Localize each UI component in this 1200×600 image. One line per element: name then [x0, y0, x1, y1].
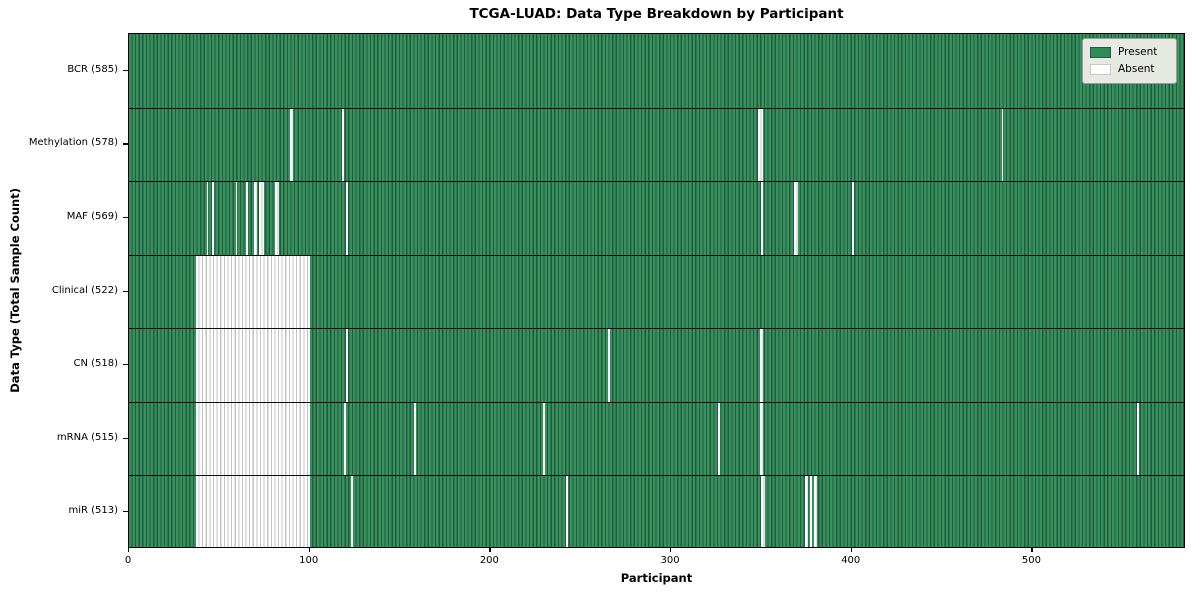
- absent-stripe: [253, 182, 258, 255]
- xtick-mark: [489, 548, 491, 552]
- ytick-mark: [123, 437, 128, 439]
- row-band-mir: [129, 475, 1184, 547]
- absent-stripe: [345, 182, 348, 255]
- ytick-label-methylation: Methylation (578): [28, 137, 118, 149]
- xtick-label-0: 0: [124, 555, 132, 566]
- row-band-clinical: [129, 254, 1184, 329]
- absent-stripe: [275, 182, 279, 255]
- absent-stripe: [259, 182, 265, 255]
- xtick-mark: [1031, 548, 1033, 552]
- legend-label-absent: Absent: [1118, 63, 1155, 75]
- absent-stripe: [206, 182, 209, 255]
- absent-stripe: [342, 108, 344, 182]
- ytick-mark: [123, 290, 128, 292]
- ytick-mark: [123, 511, 128, 513]
- xtick-mark: [850, 548, 852, 552]
- ytick-mark: [123, 364, 128, 366]
- xtick-label-400: 400: [841, 555, 861, 566]
- legend: Present Absent: [1082, 38, 1177, 84]
- absent-stripe: [761, 476, 765, 547]
- absent-swatch-icon: [1090, 64, 1111, 75]
- ytick-label-cn: CN (518): [73, 358, 118, 370]
- absent-stripe: [718, 402, 720, 476]
- xtick-mark: [308, 548, 310, 552]
- legend-item-absent: Absent: [1090, 61, 1169, 78]
- row-band-methylation: [129, 107, 1184, 182]
- ytick-mark: [123, 143, 128, 145]
- absent-stripe: [195, 476, 310, 547]
- absent-stripe: [761, 182, 764, 255]
- present-swatch-icon: [1090, 47, 1111, 58]
- absent-stripe: [851, 182, 854, 255]
- row-band-bcr: [129, 34, 1184, 108]
- absent-stripe: [566, 476, 569, 547]
- absent-stripe: [345, 329, 348, 402]
- ytick-label-maf: MAF (569): [66, 210, 118, 222]
- chart-title: TCGA-LUAD: Data Type Breakdown by Partic…: [469, 6, 844, 22]
- xtick-label-300: 300: [660, 555, 680, 566]
- absent-stripe: [757, 108, 764, 182]
- x-axis-label: Participant: [620, 571, 693, 585]
- absent-stripe: [414, 402, 417, 476]
- absent-stripe: [1137, 402, 1139, 476]
- absent-stripe: [759, 329, 764, 402]
- absent-stripe: [607, 329, 610, 402]
- xtick-mark: [670, 548, 672, 552]
- ytick-label-mrna: mRNA (515): [56, 431, 118, 443]
- absent-stripe: [804, 476, 809, 547]
- ytick-label-mir: miR (513): [68, 505, 118, 517]
- ytick-label-clinical: Clinical (522): [51, 284, 118, 296]
- absent-stripe: [195, 402, 310, 476]
- legend-label-present: Present: [1118, 46, 1158, 58]
- plot-area: [128, 33, 1185, 548]
- absent-stripe: [195, 329, 310, 402]
- absent-stripe: [1001, 108, 1004, 182]
- absent-stripe: [195, 255, 310, 329]
- ytick-label-bcr: BCR (585): [67, 63, 118, 75]
- legend-item-present: Present: [1090, 44, 1169, 61]
- absent-stripe: [759, 402, 764, 476]
- absent-stripe: [351, 476, 354, 547]
- absent-stripe: [793, 182, 798, 255]
- ytick-mark: [123, 216, 128, 219]
- absent-stripe: [542, 402, 545, 476]
- row-band-cn: [129, 328, 1184, 402]
- absent-stripe: [235, 182, 238, 255]
- absent-stripe: [813, 476, 818, 547]
- absent-stripe: [289, 108, 294, 182]
- row-band-maf: [129, 181, 1184, 255]
- xtick-label-100: 100: [299, 555, 319, 566]
- absent-stripe: [246, 182, 249, 255]
- row-band-mrna: [129, 401, 1184, 476]
- absent-stripe: [344, 402, 346, 476]
- xtick-label-200: 200: [479, 555, 499, 566]
- xtick-mark: [128, 548, 130, 552]
- ytick-mark: [123, 69, 128, 71]
- xtick-label-500: 500: [1021, 555, 1041, 566]
- absent-stripe: [212, 182, 214, 255]
- absent-stripe: [810, 476, 812, 547]
